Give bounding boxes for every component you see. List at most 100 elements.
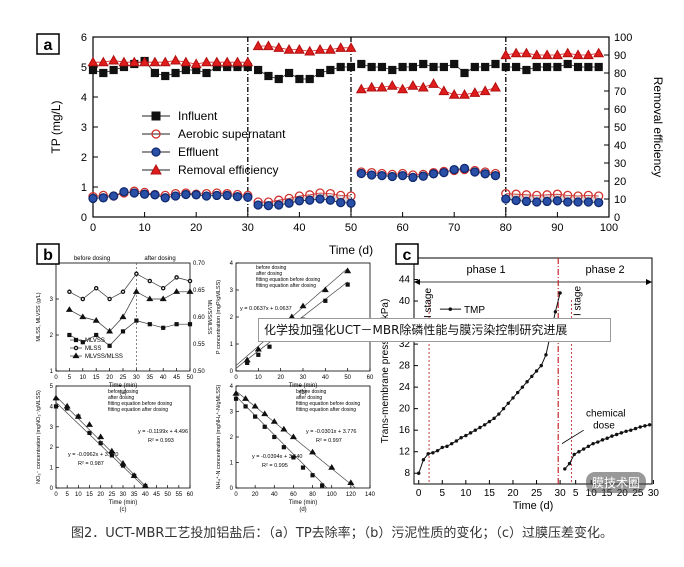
data-point (67, 332, 72, 338)
legend-item-label: Removal efficiency (178, 163, 279, 177)
fit-annotation: y = -0.0301x + 3.776 (306, 429, 356, 435)
data-point (581, 447, 586, 451)
data-point (305, 195, 315, 205)
x-tick-label: 20 (106, 375, 113, 381)
data-point (397, 83, 409, 94)
legend-marker (448, 307, 453, 311)
sub-panel-label: (b) (299, 390, 306, 396)
y2-tick-label: 30 (614, 158, 626, 170)
legend-item-label: Aerobic supernatant (178, 127, 286, 141)
data-point (512, 62, 521, 72)
data-point (610, 434, 614, 438)
stage-label: I stage (572, 286, 583, 316)
x-tick-label: 10 (460, 488, 472, 499)
y2-axis-label: MLVSS/MLSS (206, 300, 212, 335)
y2-tick-label: 80 (614, 68, 626, 80)
data-point (251, 402, 259, 409)
series-influent (88, 56, 603, 84)
data-point (74, 413, 82, 419)
x-tick-label: 140 (365, 492, 376, 498)
data-point (139, 189, 150, 199)
y2-tick-label: 0.50 (193, 369, 205, 375)
data-point (532, 62, 541, 72)
data-point (450, 59, 459, 69)
data-point (173, 288, 181, 294)
y-tick-label: 28 (399, 361, 411, 372)
y-tick-label: 40 (399, 296, 411, 307)
data-point (367, 62, 376, 72)
data-point (161, 71, 170, 81)
x-tick-label: 50 (344, 375, 351, 381)
legend-item-label: after dosing (108, 395, 134, 401)
x-tick-label: 45 (173, 375, 180, 381)
data-point (221, 56, 233, 67)
data-point (428, 78, 440, 88)
data-point (376, 81, 388, 92)
data-point (522, 65, 531, 75)
data-point (232, 191, 243, 202)
panel-b-label-box (36, 243, 60, 265)
data-point (120, 289, 126, 295)
data-point (346, 198, 356, 208)
data-point (594, 197, 604, 208)
data-point (253, 414, 258, 419)
data-point (366, 81, 378, 92)
legend-marker (72, 352, 80, 359)
x-tick-label: 20 (617, 488, 629, 499)
data-point (132, 288, 140, 294)
data-point (242, 395, 250, 401)
y-tick-label: 3 (50, 425, 54, 431)
sub-panel-label: (c) (120, 507, 127, 513)
data-point (440, 445, 444, 450)
data-point (572, 452, 576, 457)
x-tick-label: 100 (327, 492, 338, 498)
data-point (448, 88, 460, 99)
y2-tick-label: 0.70 (193, 261, 205, 267)
data-point (605, 436, 609, 440)
data-point (233, 396, 239, 401)
x-tick-label: 90 (551, 222, 563, 234)
data-point (591, 441, 595, 446)
y2-tick-label: 90 (614, 50, 626, 62)
y-tick-label: 2 (230, 315, 234, 321)
legend-marker (73, 337, 79, 343)
legend-item-label: before dosing (296, 389, 327, 395)
annotation-arrow (561, 429, 584, 444)
y-tick-label: 4 (230, 384, 234, 390)
data-point (344, 267, 352, 274)
data-point (336, 197, 346, 208)
legend-item-label: Influent (178, 109, 218, 123)
data-point (419, 59, 428, 69)
data-point (530, 374, 534, 379)
x-tick-label: 15 (601, 488, 613, 499)
data-point (328, 464, 336, 470)
data-point (450, 441, 454, 446)
data-point (174, 322, 179, 327)
data-point (553, 310, 558, 314)
data-point (174, 275, 179, 280)
data-point (304, 45, 316, 56)
data-point (624, 429, 628, 433)
data-point (181, 65, 190, 75)
data-point (300, 465, 306, 470)
data-point (212, 190, 222, 201)
data-point (97, 433, 105, 440)
data-point (87, 430, 92, 436)
data-point (520, 385, 525, 389)
y-axis-label: MLSS, MLVSS (g/L) (36, 292, 42, 341)
data-point (473, 428, 477, 432)
data-point (429, 62, 438, 72)
data-point (295, 74, 304, 84)
data-point (160, 285, 166, 291)
data-point (243, 356, 251, 363)
data-point (511, 195, 521, 206)
data-point (501, 194, 511, 204)
y-tick-label: 3 (81, 122, 87, 134)
phase-label: after dosing (144, 256, 175, 262)
y-axis-label: TP (mg/L) (49, 100, 63, 153)
data-point (491, 59, 500, 69)
data-point (387, 171, 397, 182)
x-tick-label: 25 (531, 488, 543, 499)
data-point (139, 56, 151, 67)
